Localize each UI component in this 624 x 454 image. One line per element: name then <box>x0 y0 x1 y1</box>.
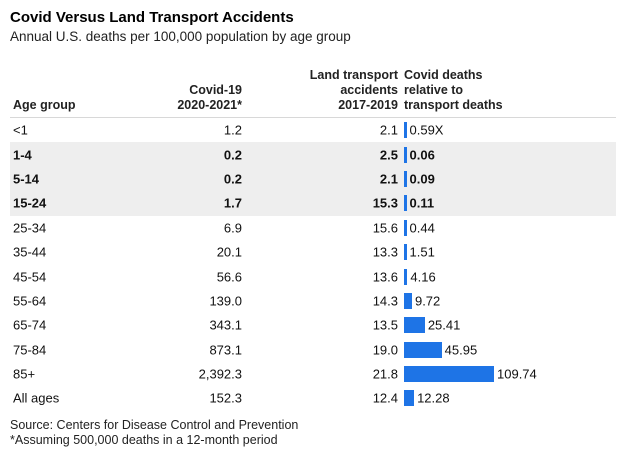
covid-value-cell: 1.7 <box>223 195 242 211</box>
ratio-label: 25.41 <box>427 317 461 333</box>
transport-value-cell: 12.4 <box>372 390 398 406</box>
ratio-bar <box>404 366 494 383</box>
covid-value-cell: 1.2 <box>223 122 242 138</box>
ratio-bar <box>404 122 407 139</box>
row-background <box>10 166 616 192</box>
table-row: 55-64 139.0 14.3 9.72 <box>0 289 624 313</box>
covid-value-cell: 873.1 <box>209 342 242 358</box>
table-body: <1 1.2 2.1 0.59X 1-4 0.2 2.5 0.06 5-14 0.2 2.1 0.09… <box>0 118 624 411</box>
covid-value-cell: 20.1 <box>216 244 242 260</box>
covid-value-cell: 0.2 <box>223 171 242 187</box>
header-transport: Land transport accidents 2017-2019 <box>309 68 398 112</box>
ratio-bar <box>404 390 415 407</box>
chart-footer: Source: Centers for Disease Control and … <box>10 418 298 448</box>
transport-value-cell: 2.1 <box>379 171 398 187</box>
table-row: 5-14 0.2 2.1 0.09 <box>0 166 624 192</box>
ratio-label: 9.72 <box>414 293 441 309</box>
transport-value-cell: 19.0 <box>372 342 398 358</box>
table-row: <1 1.2 2.1 0.59X <box>0 118 624 142</box>
age-group-cell: 75-84 <box>13 342 47 358</box>
age-group-cell: 55-64 <box>13 293 47 309</box>
ratio-bar <box>404 146 407 163</box>
row-background <box>10 191 616 216</box>
table-row: 85+ 2,392.3 21.8 109.74 <box>0 362 624 386</box>
age-group-cell: 35-44 <box>13 244 47 260</box>
footnote: *Assuming 500,000 deaths in a 12-month p… <box>10 433 278 447</box>
ratio-bar <box>404 244 407 261</box>
transport-value-cell: 13.3 <box>372 244 398 260</box>
ratio-label: 12.28 <box>417 390 450 406</box>
table-row: 25-34 6.9 15.6 0.44 <box>0 216 624 240</box>
transport-value-cell: 21.8 <box>372 366 398 382</box>
ratio-bar <box>404 341 442 358</box>
table-header: Age group Covid-19 2020-2021* Land trans… <box>0 63 624 113</box>
ratio-label: 0.06 <box>409 147 435 163</box>
table-row: All ages 152.3 12.4 12.28 <box>0 386 624 410</box>
chart-title: Covid Versus Land Transport Accidents <box>10 9 294 26</box>
table-row: 35-44 20.1 13.3 1.51 <box>0 240 624 264</box>
transport-value-cell: 2.1 <box>379 122 398 138</box>
covid-value-cell: 343.1 <box>209 317 242 333</box>
ratio-label: 109.74 <box>497 366 537 382</box>
row-background <box>10 142 616 167</box>
table-row: 75-84 873.1 19.0 45.95 <box>0 338 624 362</box>
header-divider <box>10 117 616 118</box>
transport-value-cell: 13.5 <box>372 317 398 333</box>
source-note: Source: Centers for Disease Control and … <box>10 418 299 432</box>
age-group-cell: 45-54 <box>13 269 47 285</box>
ratio-label: 4.16 <box>410 269 436 285</box>
covid-value-cell: 0.2 <box>223 147 242 163</box>
transport-value-cell: 14.3 <box>372 293 398 309</box>
covid-value-cell: 152.3 <box>209 390 242 406</box>
covid-value-cell: 6.9 <box>223 220 242 236</box>
transport-value-cell: 13.6 <box>372 269 398 285</box>
ratio-label: 45.95 <box>444 342 478 358</box>
header-age-group: Age group <box>13 98 76 112</box>
chart-subtitle: Annual U.S. deaths per 100,000 populatio… <box>10 29 351 44</box>
table-row: 65-74 343.1 13.5 25.41 <box>0 313 624 337</box>
age-group-cell: <1 <box>13 122 28 138</box>
ratio-label: 0.44 <box>409 220 435 236</box>
age-group-cell: 65-74 <box>13 317 47 333</box>
age-group-cell: 5-14 <box>13 171 40 187</box>
covid-value-cell: 139.0 <box>209 293 242 309</box>
header-covid: Covid-19 2020-2021* <box>177 83 242 112</box>
ratio-label: 0.59X <box>409 122 444 138</box>
covid-value-cell: 56.6 <box>216 269 242 285</box>
table-row: 1-4 0.2 2.5 0.06 <box>0 142 624 167</box>
ratio-label: 1.51 <box>409 244 435 260</box>
transport-value-cell: 15.3 <box>372 195 398 211</box>
ratio-label: 0.11 <box>409 195 435 211</box>
transport-value-cell: 15.6 <box>372 220 398 236</box>
age-group-cell: 85+ <box>13 366 36 382</box>
covid-value-cell: 2,392.3 <box>198 366 242 382</box>
ratio-bar <box>404 268 408 285</box>
transport-value-cell: 2.5 <box>379 147 398 163</box>
ratio-bar <box>404 317 425 334</box>
ratio-bar <box>404 195 407 212</box>
ratio-bar <box>404 292 412 309</box>
ratio-bar <box>404 219 407 236</box>
age-group-cell: 25-34 <box>13 220 47 236</box>
ratio-label: 0.09 <box>409 171 435 187</box>
ratio-bar <box>404 170 407 187</box>
table-row: 15-24 1.7 15.3 0.11 <box>0 191 624 216</box>
age-group-cell: 15-24 <box>13 195 47 211</box>
table-row: 45-54 56.6 13.6 4.16 <box>0 264 624 288</box>
age-group-cell: 1-4 <box>13 147 32 163</box>
age-group-cell: All ages <box>13 390 60 406</box>
header-ratio: Covid deaths relative to transport death… <box>404 68 503 112</box>
